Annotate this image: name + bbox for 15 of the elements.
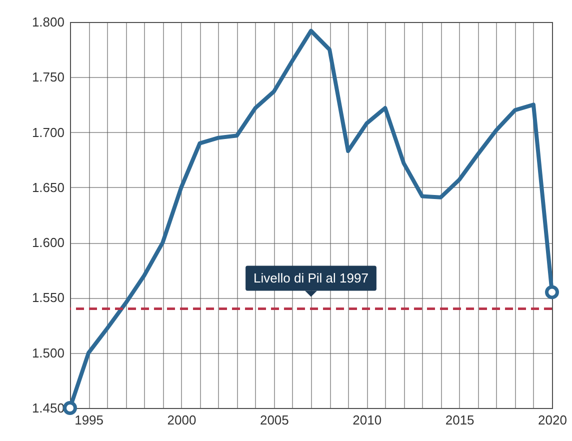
- x-tick-label: 2010: [352, 412, 382, 428]
- x-tick-label: 2005: [260, 412, 289, 428]
- ref-line-label: Livello di Pil al 1997: [254, 270, 368, 286]
- x-tick-label: 2020: [538, 412, 567, 428]
- y-tick-label: 1.600: [32, 235, 64, 250]
- y-tick-label: 1.500: [32, 345, 64, 360]
- y-tick-label: 1.650: [32, 180, 64, 195]
- y-tick-label: 1.450: [32, 400, 64, 416]
- x-tick-label: 2015: [445, 412, 474, 428]
- y-tick-label: 1.800: [32, 14, 64, 30]
- y-tick-label: 1.700: [32, 124, 64, 140]
- x-tick-label: 2000: [167, 412, 196, 428]
- y-tick-label: 1.750: [32, 70, 64, 85]
- x-tick-label: 1995: [74, 412, 104, 428]
- y-tick-label: 1.550: [32, 290, 64, 306]
